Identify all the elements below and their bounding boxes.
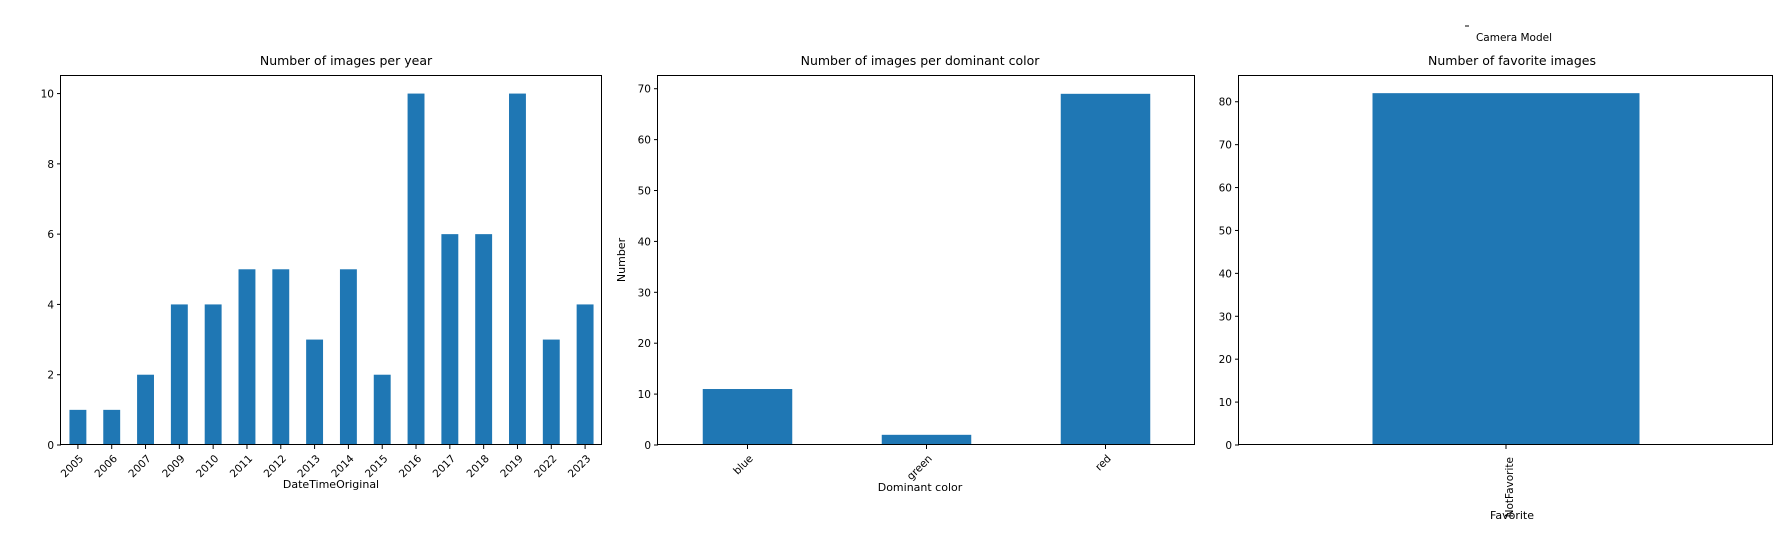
bar-blue xyxy=(702,389,793,445)
chart-2-frame xyxy=(657,75,1195,445)
camera-model-caption: Camera Model xyxy=(1476,32,1552,44)
chart-3-yticks: 0 10 20 30 40 50 60 70 80 xyxy=(1219,97,1239,452)
ytick-label: 60 xyxy=(638,135,651,147)
chart-1-xlabel: DateTimeOriginal xyxy=(283,478,379,491)
chart-1-frame xyxy=(60,75,602,445)
chart-2-xlabel: Dominant color xyxy=(878,481,963,494)
xtick-label: 2018 xyxy=(465,453,492,480)
bar-red xyxy=(1060,93,1151,446)
bar-2006 xyxy=(103,409,121,445)
ytick-label: 50 xyxy=(1219,225,1232,237)
xtick-label: 2006 xyxy=(93,453,121,481)
ytick-label: 70 xyxy=(1219,140,1232,152)
ytick-label: 10 xyxy=(41,89,54,101)
chart-1-yticks: 0 2 4 6 8 10 xyxy=(41,89,61,452)
bar-2010 xyxy=(204,304,222,445)
chart-3-xticks: NotFavorite xyxy=(1504,445,1516,517)
ytick-label: 50 xyxy=(638,186,651,198)
xtick-label: 2023 xyxy=(566,453,593,480)
chart-3-frame xyxy=(1238,75,1773,445)
bar-green xyxy=(881,434,972,445)
chart-1-bars xyxy=(69,93,594,446)
bar-2015 xyxy=(373,374,391,445)
xtick-label: 2010 xyxy=(194,453,221,480)
ytick-label: 0 xyxy=(644,440,651,452)
xtick-label: NotFavorite xyxy=(1504,457,1516,517)
ytick-label: 70 xyxy=(638,84,651,96)
bar-2022 xyxy=(542,339,560,445)
bar-2007 xyxy=(137,374,154,445)
chart-favorite-images: Number of favorite images NotFavorite 0 1… xyxy=(1219,53,1773,522)
ytick-label: 80 xyxy=(1219,97,1232,109)
ytick-label: 40 xyxy=(638,236,651,248)
ytick-label: 20 xyxy=(638,338,651,350)
ytick-label: 4 xyxy=(47,299,54,311)
bar-2014 xyxy=(339,269,357,445)
xtick-label: 2015 xyxy=(363,453,390,480)
bar-2019 xyxy=(509,93,526,446)
ytick-label: 2 xyxy=(47,370,54,382)
bar-2009 xyxy=(170,304,188,445)
ytick-label: 10 xyxy=(638,389,651,401)
bar-2016 xyxy=(407,93,425,446)
xtick-label: 2009 xyxy=(160,453,187,480)
ytick-label: 30 xyxy=(1219,311,1232,323)
bar-2018 xyxy=(475,234,493,445)
chart-3-title: Number of favorite images xyxy=(1428,53,1596,68)
xtick-label: 2007 xyxy=(126,453,153,480)
xtick-label: blue xyxy=(731,453,756,478)
xtick-label: green xyxy=(905,453,935,483)
ytick-label: 8 xyxy=(47,159,54,171)
bar-2017 xyxy=(441,234,459,445)
ytick-label: 40 xyxy=(1219,268,1232,280)
xtick-label: red xyxy=(1093,453,1114,474)
xtick-label: 2011 xyxy=(228,453,255,480)
xtick-label: 2022 xyxy=(532,453,559,480)
xtick-label: 2012 xyxy=(262,453,289,480)
chart-images-per-dominant-color: Number of images per dominant color blue… xyxy=(615,53,1195,494)
chart-2-xticks: blue green red xyxy=(731,445,1114,483)
chart-1-xticks: 2005 2006 2007 2009 2010 2011 2012 2013 2014 2015… xyxy=(59,445,593,481)
chart-2-yticks: 0 10 20 30 40 50 60 70 xyxy=(638,84,658,452)
xtick-label: 2019 xyxy=(498,453,525,480)
bar-2013 xyxy=(306,339,324,445)
ytick-label: 0 xyxy=(47,440,54,452)
xtick-label: 2005 xyxy=(59,453,86,480)
ytick-label: 6 xyxy=(47,229,54,241)
bar-2012 xyxy=(272,269,290,445)
xtick-label: 2014 xyxy=(329,453,357,481)
xtick-label: 2016 xyxy=(397,453,425,481)
xtick-label: 2013 xyxy=(295,453,322,480)
bar-2005 xyxy=(69,409,87,445)
chart-1-title: Number of images per year xyxy=(260,53,433,68)
ytick-label: 20 xyxy=(1219,354,1232,366)
chart-3-xlabel: Favorite xyxy=(1490,509,1534,522)
chart-3-bars xyxy=(1372,93,1640,446)
chart-2-title: Number of images per dominant color xyxy=(801,53,1041,68)
chart-2-ylabel: Number xyxy=(615,237,628,282)
bar-notfavorite xyxy=(1372,93,1640,446)
xtick-label: 2017 xyxy=(431,453,458,480)
ytick-label: 10 xyxy=(1219,397,1232,409)
bar-2011 xyxy=(238,269,256,445)
chart-images-per-year: Number of images per year 2005 2006 2007 20… xyxy=(41,53,602,491)
chart-2-bars xyxy=(702,93,1151,446)
ytick-label: 0 xyxy=(1225,440,1232,452)
bar-2023 xyxy=(576,304,594,445)
ytick-label: 60 xyxy=(1219,183,1232,195)
ytick-label: 30 xyxy=(638,287,651,299)
